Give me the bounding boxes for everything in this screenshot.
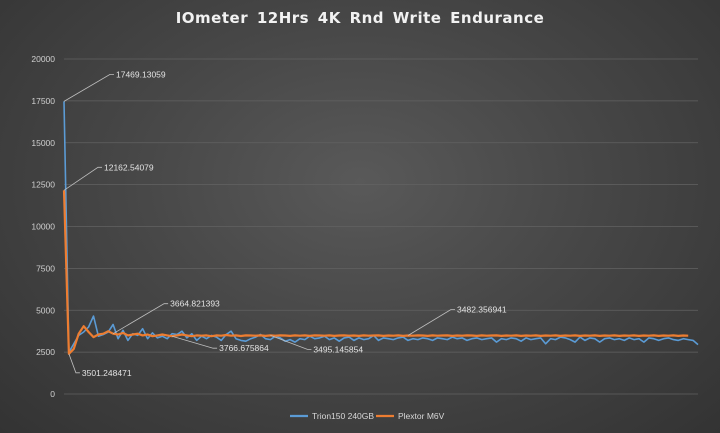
annotation-leader [112, 303, 169, 335]
y-tick-label: 0 [50, 389, 55, 399]
legend-label: Plextor M6V [398, 411, 445, 421]
y-tick-label: 20000 [31, 54, 55, 64]
annotation-label: 3482.356941 [457, 305, 507, 315]
y-tick-label: 7500 [36, 263, 55, 273]
annotation-label: 12162.54079 [104, 162, 154, 172]
y-tick-label: 17500 [31, 96, 55, 106]
annotation-leader [68, 353, 80, 374]
annotation-leader [407, 309, 455, 336]
annotation-leader [63, 166, 102, 191]
legend-label: Trion150 240GB [312, 411, 374, 421]
data-label-annotations: 17469.13059 12162.54079 3664.821393 3501.24… [63, 69, 507, 378]
annotation-label: 17469.13059 [116, 69, 166, 79]
annotation-leader [270, 335, 312, 350]
y-tick-label: 10000 [31, 222, 55, 232]
legend: Trion150 240GB Plextor M6V [290, 411, 445, 421]
y-axis-tick-labels: 0 2500 5000 7500 10000 12500 15000 17500 20000 [31, 54, 55, 399]
y-tick-label: 5000 [36, 305, 55, 315]
annotation-leader [63, 74, 114, 102]
annotation-label: 3495.145854 [313, 344, 363, 354]
annotation-label: 3501.248471 [82, 368, 132, 378]
plot-series [62, 101, 699, 355]
series-line-plextor-m6v [62, 190, 689, 355]
chart-title: IOmeter 12Hrs 4K Rnd Write Endurance [176, 9, 545, 27]
y-tick-label: 15000 [31, 138, 55, 148]
annotation-label: 3664.821393 [170, 299, 220, 309]
annotation-label: 3766.675864 [219, 343, 269, 353]
y-tick-label: 12500 [31, 180, 55, 190]
gridlines [64, 58, 698, 395]
annotation-leader [171, 335, 218, 349]
y-tick-label: 2500 [36, 347, 55, 357]
